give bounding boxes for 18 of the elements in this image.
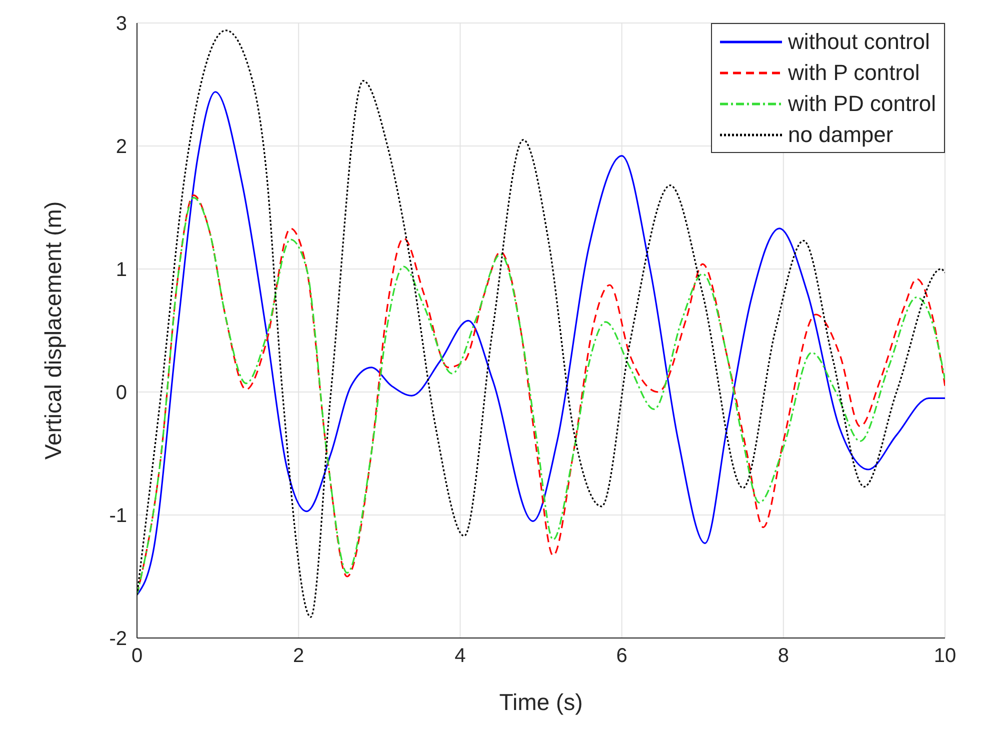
y-tick-label: 2 [116,136,127,158]
legend-label: with P control [788,60,920,86]
legend-label: no damper [788,122,894,148]
x-tick-label: 8 [778,645,789,668]
x-axis-title: Time (s) [499,689,583,715]
y-tick-label: 1 [116,259,127,282]
y-tick-label: 0 [116,382,127,404]
legend-label: with PD control [788,90,936,116]
y-tick-label: -1 [109,505,127,528]
y-axis-title: Vertical displacement (m) [40,201,66,460]
x-tick-label: 10 [934,645,956,668]
y-tick-label: 3 [116,13,127,36]
legend-label: without control [788,28,930,54]
x-tick-label: 6 [616,645,628,668]
x-tick-label: 4 [454,645,466,668]
x-tick-label: 2 [293,645,304,668]
y-tick-label: -2 [109,628,127,650]
x-tick-label: 0 [131,645,143,668]
